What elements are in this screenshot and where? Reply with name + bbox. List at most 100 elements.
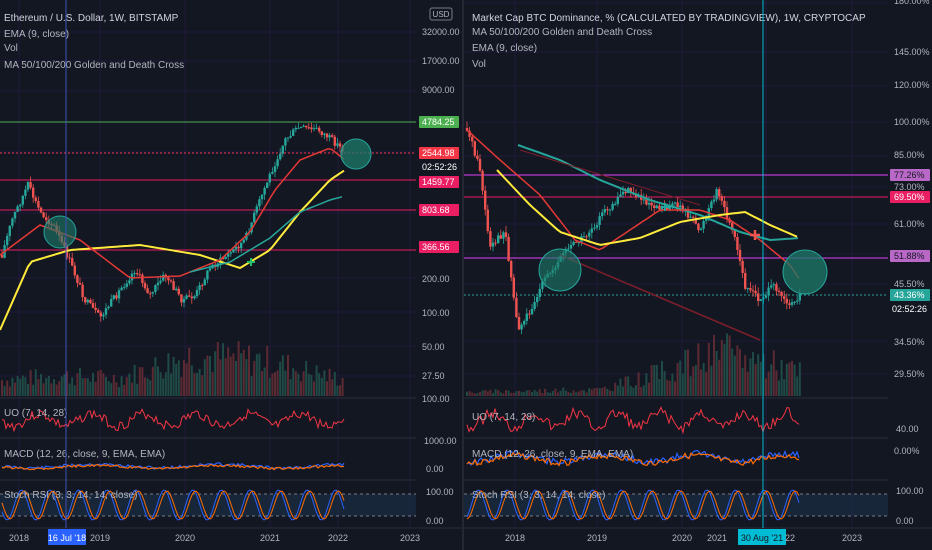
right-candle-body-77 bbox=[666, 207, 669, 210]
right-volume-bar-64 bbox=[632, 387, 635, 396]
left-candle-body-60 bbox=[156, 282, 160, 286]
btc-dominance-chart-panel[interactable]: Market Cap BTC Dominance, % (CALCULATED … bbox=[464, 0, 932, 545]
right-highlight-circle-right bbox=[782, 249, 828, 295]
right-volume-bar-10 bbox=[492, 393, 494, 396]
right-volume-bar-15 bbox=[505, 390, 507, 396]
right-indicator-ema[interactable]: EMA (9, close) bbox=[472, 43, 537, 54]
right-volume-bar-36 bbox=[559, 390, 562, 396]
right-volume-bar-19 bbox=[515, 391, 518, 396]
right-candle-body-43 bbox=[577, 242, 580, 244]
right-candle-body-108 bbox=[746, 287, 749, 289]
left-price-label-bg-4 bbox=[419, 147, 459, 159]
left-macd-orange bbox=[1, 463, 345, 471]
left-price-axis[interactable] bbox=[416, 0, 462, 528]
right-candle-body-68 bbox=[642, 199, 645, 201]
left-volume-bar-85 bbox=[222, 343, 224, 396]
left-volume-bar-79 bbox=[206, 355, 209, 396]
right-indicator-ma-cross[interactable]: MA 50/100/200 Golden and Death Cross bbox=[472, 27, 652, 38]
left-macd-label[interactable]: MACD (12, 26, close, 9, EMA, EMA) bbox=[4, 449, 165, 460]
right-volume-bar-100 bbox=[726, 333, 728, 396]
right-volume-bar-71 bbox=[650, 365, 653, 396]
left-volume-bar-93 bbox=[242, 349, 245, 396]
left-candle-body-98 bbox=[255, 206, 258, 213]
left-volume-bar-58 bbox=[151, 366, 154, 396]
left-candle-body-15 bbox=[39, 207, 43, 213]
left-volume-bar-119 bbox=[310, 374, 313, 396]
right-candle-body-40 bbox=[569, 244, 573, 249]
left-candle-body-28 bbox=[73, 265, 76, 276]
right-volume-bar-8 bbox=[486, 391, 489, 396]
right-stoch-rsi-label[interactable]: Stoch RSI (3, 3, 14, 14, close) bbox=[472, 490, 605, 501]
right-golden-cross-marker bbox=[661, 203, 669, 211]
right-candle-body-91 bbox=[702, 220, 705, 229]
right-volume-bar-119 bbox=[775, 370, 778, 396]
left-candle-body-92 bbox=[240, 242, 243, 249]
left-volume-bar-75 bbox=[196, 372, 198, 396]
left-candle-body-74 bbox=[193, 296, 196, 299]
left-candle-body-2 bbox=[6, 235, 9, 246]
left-indicator-ma-cross[interactable]: MA 50/100/200 Golden and Death Cross bbox=[4, 60, 184, 71]
left-indicator-ema[interactable]: EMA (9, close) bbox=[4, 29, 69, 40]
right-candle-body-93 bbox=[707, 208, 710, 216]
right-volume-bar-88 bbox=[694, 365, 697, 396]
right-candle-body-103 bbox=[733, 230, 736, 237]
right-volume-bar-38 bbox=[564, 390, 567, 396]
right-price-axis[interactable] bbox=[888, 0, 932, 528]
right-macd-label[interactable]: MACD (12, 26, close, 9, EMA, EMA) bbox=[472, 449, 633, 460]
left-candle-body-70 bbox=[182, 298, 186, 303]
right-candle-body-55 bbox=[608, 209, 612, 211]
right-indicator-vol[interactable]: Vol bbox=[472, 59, 486, 70]
right-volume-bar-39 bbox=[567, 391, 570, 396]
right-price-tick-6: 73.00% bbox=[894, 182, 925, 192]
left-volume-bar-51 bbox=[133, 364, 136, 396]
left-uo-label[interactable]: UO (7, 14, 28) bbox=[4, 408, 67, 419]
left-uo-line bbox=[1, 408, 345, 433]
right-volume-bar-62 bbox=[627, 376, 630, 396]
left-volume-bar-98 bbox=[255, 354, 258, 396]
left-volume-bar-36 bbox=[94, 381, 97, 396]
left-candle-body-34 bbox=[89, 299, 92, 304]
left-volume-bar-69 bbox=[180, 377, 183, 396]
left-candle-body-9 bbox=[24, 189, 27, 196]
right-volume-bar-45 bbox=[583, 390, 585, 396]
left-candle-body-73 bbox=[190, 296, 193, 299]
eth-usd-chart-panel[interactable]: Ethereum / U.S. Dollar, 1W, BITSTAMP EMA… bbox=[0, 0, 462, 545]
right-volume-bar-37 bbox=[562, 387, 565, 396]
left-candle-body-12 bbox=[32, 187, 35, 198]
left-volume-bar-31 bbox=[81, 378, 84, 396]
right-x-tick-after-cursor: 22 bbox=[785, 533, 795, 543]
left-stoch-rsi-lines bbox=[0, 489, 416, 521]
right-candle-body-98 bbox=[720, 196, 723, 201]
right-volume-bar-115 bbox=[765, 378, 767, 396]
left-volume-bar-38 bbox=[99, 369, 102, 396]
right-price-tick-10: 45.50% bbox=[894, 279, 925, 289]
right-candle-body-81 bbox=[676, 202, 679, 208]
left-volume-bar-61 bbox=[159, 372, 162, 396]
left-volume-bar-50 bbox=[131, 382, 133, 396]
left-candle-body-109 bbox=[284, 138, 287, 146]
left-volume-bar-117 bbox=[305, 360, 308, 396]
right-uo-label[interactable]: UO (7, 14, 28) bbox=[472, 412, 535, 423]
right-volume-bar-127 bbox=[796, 376, 799, 396]
right-volume-bar-25 bbox=[531, 392, 533, 396]
right-candle-body-97 bbox=[718, 189, 721, 197]
right-volume-bar-106 bbox=[741, 367, 744, 396]
left-stoch-rsi-label[interactable]: Stoch RSI (3, 3, 14, 14, close) bbox=[4, 490, 137, 501]
left-ma-yellow bbox=[0, 169, 345, 331]
right-candle-body-99 bbox=[723, 200, 726, 208]
right-volume-bar-89 bbox=[697, 343, 700, 396]
right-volume-bar-7 bbox=[484, 389, 487, 396]
left-volume-bar-125 bbox=[326, 381, 328, 396]
right-volume-bar-107 bbox=[744, 355, 747, 396]
left-volume-bar-6 bbox=[16, 376, 19, 396]
right-volume-bar-57 bbox=[614, 382, 617, 396]
right-price-label-bg-7 bbox=[890, 191, 930, 203]
right-volume-bar-110 bbox=[752, 352, 754, 396]
left-currency-badge[interactable] bbox=[429, 7, 453, 21]
right-grid bbox=[464, 0, 888, 528]
left-candle-body-110 bbox=[286, 137, 290, 139]
right-volume-bar-87 bbox=[692, 366, 695, 396]
left-indicator-vol[interactable]: Vol bbox=[4, 43, 18, 54]
right-volume-bar-53 bbox=[603, 386, 606, 396]
right-volume-bar-75 bbox=[661, 360, 663, 396]
